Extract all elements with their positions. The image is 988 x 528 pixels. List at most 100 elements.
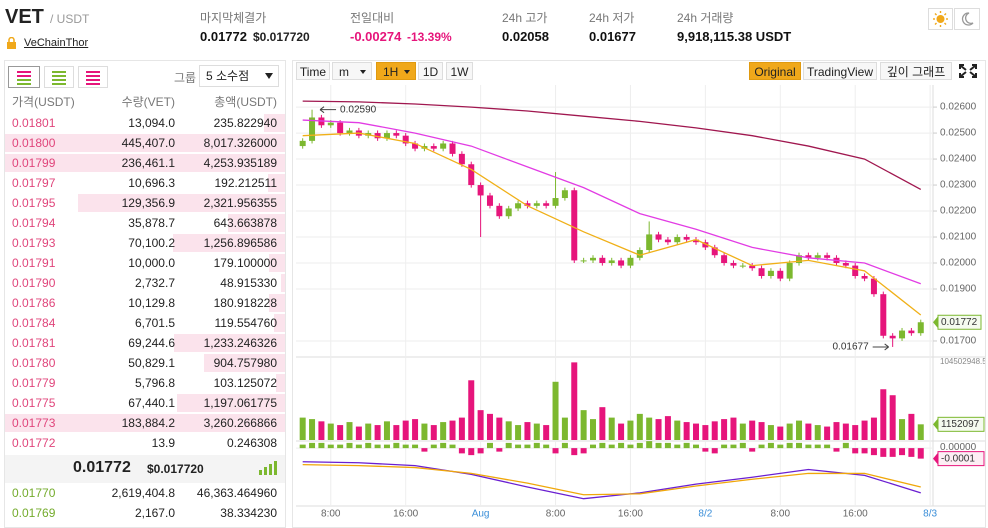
stat-value: 9,918,115.38 USDT (677, 29, 792, 44)
value-box-label: 1152097 (941, 419, 980, 430)
quantity: 35,878.7 (128, 216, 175, 230)
macd-bar (889, 448, 896, 457)
macd-bar (412, 444, 419, 449)
candle-body (618, 260, 625, 266)
macd-bar (636, 442, 643, 449)
macd-bar (299, 444, 306, 449)
macd-bar (711, 448, 718, 454)
ask-row: 0.01790 2,732.7 48.915330 (5, 273, 285, 293)
price: 0.01773 (12, 416, 56, 430)
dark-theme[interactable] (954, 8, 980, 30)
candle-body (524, 203, 531, 206)
price: 0.01772 (12, 436, 56, 450)
arrow (872, 343, 889, 351)
light-theme[interactable] (928, 8, 953, 30)
price: 0.01775 (12, 396, 56, 410)
candle-body (889, 335, 896, 339)
macd-tick-label: 0.00000 (940, 442, 977, 453)
candle-body (786, 263, 793, 279)
amount: 192.212511 (214, 176, 277, 190)
price: 0.01801 (12, 116, 56, 130)
candle-body (299, 140, 306, 147)
y-tick-label: 0.01700 (940, 336, 977, 347)
interval-button[interactable]: 1H (376, 62, 416, 80)
view-asks[interactable] (78, 66, 108, 88)
volume-bar (730, 417, 737, 440)
amount: 1,197.061775 (203, 396, 277, 410)
amount: 643.663878 (213, 216, 277, 230)
ask-row: 0.01779 5,796.8 103.125072 (5, 373, 285, 393)
price: 0.01799 (12, 156, 56, 170)
quantity: 10,696.3 (128, 176, 175, 190)
volume-bar (899, 419, 906, 440)
macd-bar (505, 442, 512, 449)
quantity: 50,829.1 (128, 356, 175, 370)
amount: 8,017.326000 (203, 136, 277, 150)
quantity: 13,094.0 (128, 116, 175, 130)
price: 0.01779 (12, 376, 56, 390)
macd-bar (309, 442, 316, 449)
view-bids[interactable] (44, 66, 74, 88)
button-text: 1D (422, 65, 439, 79)
macd-bar (777, 444, 784, 449)
volume-bar (524, 422, 531, 440)
project-link[interactable]: VeChainThor (24, 37, 89, 49)
macd-bar (496, 448, 503, 452)
price: 0.01794 (12, 216, 56, 230)
y-tick-label: 0.02500 (940, 128, 977, 139)
macd-bar (693, 444, 700, 449)
y-tick-label: 0.02600 (940, 102, 977, 113)
ask-row: 0.01793 70,100.2 1,256.896586 (5, 233, 285, 253)
price: 0.01769 (12, 506, 56, 520)
candle-body (880, 294, 887, 336)
candle-body (899, 330, 906, 339)
candle-body (693, 239, 700, 243)
volume-bar (440, 422, 447, 440)
volume-bar (618, 423, 625, 440)
interval-button[interactable]: m (332, 62, 372, 80)
price: 0.01790 (12, 276, 56, 290)
depth-bar (203, 354, 285, 372)
bid-row: 0.01770 2,619,404.8 46,363.464960 (5, 483, 285, 503)
depth-bar (264, 114, 285, 132)
macd-bar (664, 442, 671, 449)
candle-body (393, 133, 400, 136)
macd-bar (468, 448, 475, 456)
volume-bar (749, 420, 756, 440)
volume-bar (299, 417, 306, 440)
candle-body (599, 257, 606, 264)
mid-row (5, 455, 285, 483)
candle-body (730, 263, 737, 266)
macd-bar (721, 444, 728, 449)
volume-bar (842, 423, 849, 440)
x-tick-label: 16:00 (393, 509, 418, 520)
fullscreen[interactable] (958, 63, 978, 79)
candle-body (309, 117, 316, 141)
group-select[interactable]: 5 소수점 (199, 65, 279, 87)
candle-body (496, 205, 503, 217)
view-button[interactable]: TradingView (803, 62, 877, 80)
amount: 235.822940 (213, 116, 277, 130)
view-button[interactable]: 깊이 그래프 (880, 62, 952, 80)
price: 0.01786 (12, 296, 56, 310)
x-tick-label: 8:00 (546, 509, 566, 520)
view-button[interactable]: Original (749, 62, 801, 80)
amount: 38.334230 (220, 506, 277, 520)
quantity: 2,732.7 (134, 276, 175, 290)
volume-bar (664, 416, 671, 440)
column-header: 총액(USDT) (214, 95, 277, 109)
interval-button[interactable]: 1D (418, 62, 443, 80)
ask-row: 0.01797 10,696.3 192.212511 (5, 173, 285, 193)
plot: 8:00 16:00 Aug 8:00 16:00 8/2 8:00 16:00 8/3 0.01… (296, 85, 985, 520)
candle-body (758, 268, 765, 277)
high-label: 0.02590 (340, 104, 377, 115)
volume-bar (393, 425, 400, 440)
lock-icon (7, 37, 16, 49)
macd-bar (655, 442, 662, 449)
interval-button[interactable]: 1W (446, 62, 473, 80)
interval-button[interactable]: Time (296, 62, 330, 80)
view-both[interactable] (8, 66, 40, 88)
amount: 0.246308 (226, 436, 277, 450)
volume-bar (767, 425, 774, 440)
candle-body (636, 250, 643, 258)
